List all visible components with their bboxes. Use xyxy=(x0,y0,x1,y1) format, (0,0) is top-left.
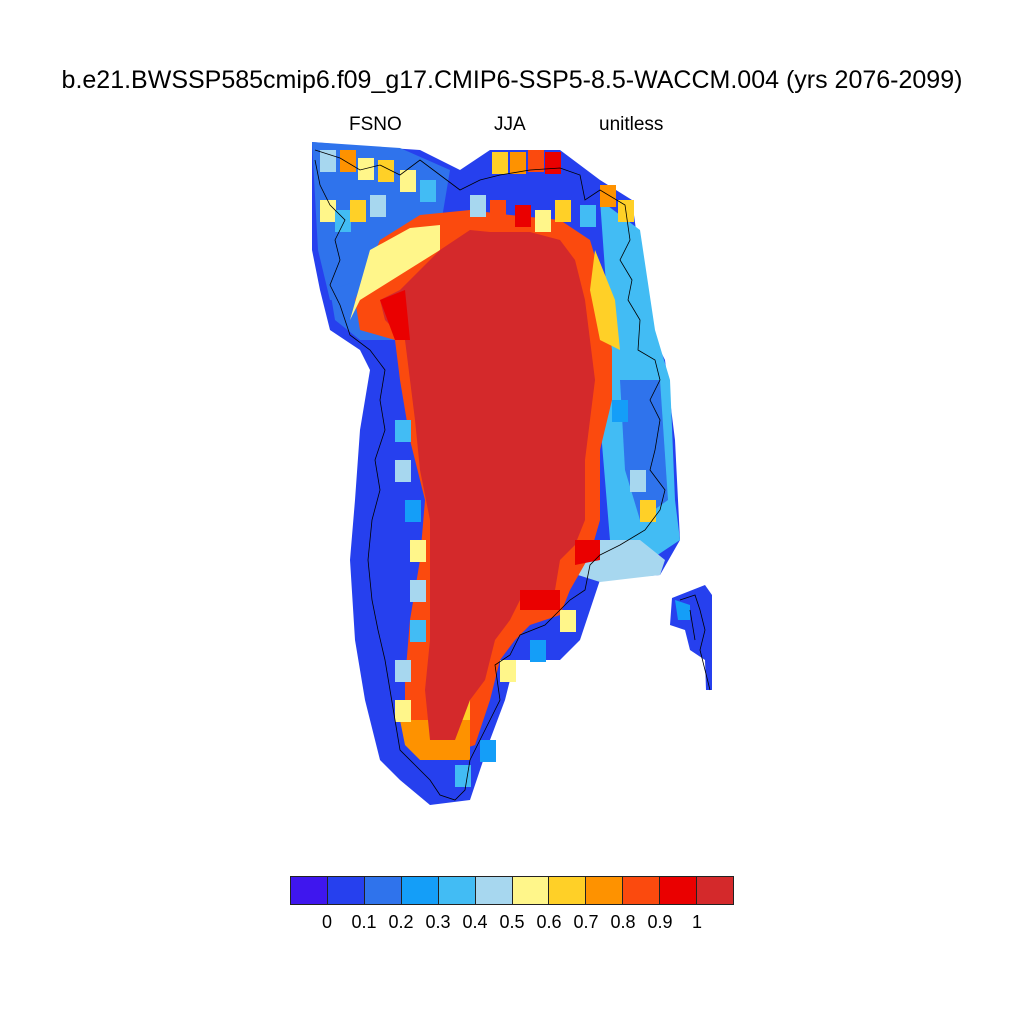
grid-cell xyxy=(455,765,471,787)
grid-cell xyxy=(395,700,411,722)
colorbar-swatch xyxy=(623,877,661,904)
colorbar-tick-label: 0.6 xyxy=(536,912,562,932)
colorbar xyxy=(290,876,734,905)
colorbar-tick-label: 0.3 xyxy=(425,912,451,932)
map-cells xyxy=(312,142,712,805)
grid-region xyxy=(350,225,440,320)
grid-cell xyxy=(400,170,416,192)
colorbar-tick-label: 0.5 xyxy=(499,912,525,932)
colorbar-swatch xyxy=(475,877,513,904)
grid-cell xyxy=(340,150,356,172)
colorbar-swatch xyxy=(512,877,550,904)
grid-cell xyxy=(545,152,561,174)
colorbar-swatch xyxy=(364,877,402,904)
colorbar-swatch xyxy=(660,877,698,904)
colorbar-tick-label: 0.1 xyxy=(351,912,377,932)
grid-cell xyxy=(420,180,436,202)
colorbar-tick-label: 0.9 xyxy=(647,912,673,932)
grid-cell xyxy=(350,200,366,222)
grid-region xyxy=(675,600,690,620)
colorbar-swatch xyxy=(291,877,328,904)
grid-cell xyxy=(370,195,386,217)
grid-cell xyxy=(335,210,351,232)
colorbar-tick-label: 0.7 xyxy=(573,912,599,932)
grid-cell xyxy=(560,610,576,632)
grid-cell xyxy=(500,660,516,682)
variable-label: FSNO xyxy=(349,114,402,135)
grid-region xyxy=(520,590,560,610)
grid-region xyxy=(575,540,600,565)
colorbar-swatch xyxy=(327,877,365,904)
grid-cell xyxy=(490,200,506,222)
grid-cell xyxy=(640,500,656,522)
colorbar-swatch xyxy=(697,877,734,904)
colorbar-tick-label: 0 xyxy=(321,912,333,932)
grid-cell xyxy=(405,500,421,522)
grid-cell xyxy=(320,200,336,222)
grid-cell xyxy=(410,620,426,642)
colorbar-tick-label: 1 xyxy=(691,912,703,932)
colorbar-swatch xyxy=(401,877,439,904)
grid-cell xyxy=(395,660,411,682)
grid-cell xyxy=(555,200,571,222)
coastline xyxy=(314,149,711,801)
grid-cell xyxy=(470,195,486,217)
grid-cell xyxy=(410,580,426,602)
colorbar-tick-label: 0.4 xyxy=(462,912,488,932)
grid-cell xyxy=(510,152,526,174)
grid-cell xyxy=(410,540,426,562)
colorbar-tick-label: 0.2 xyxy=(388,912,414,932)
grid-cell xyxy=(630,470,646,492)
grid-cell xyxy=(530,640,546,662)
colorbar-swatch xyxy=(586,877,624,904)
grid-region xyxy=(380,230,595,740)
grid-cell xyxy=(580,205,596,227)
grid-cell xyxy=(612,400,628,422)
grid-cell xyxy=(528,150,544,172)
grid-cell xyxy=(535,210,551,232)
grid-cell xyxy=(320,150,336,172)
grid-region xyxy=(590,250,620,350)
colorbar-tick-label: 0.8 xyxy=(610,912,636,932)
grid-cell xyxy=(480,740,496,762)
grid-cell xyxy=(395,420,411,442)
grid-cell xyxy=(515,205,531,227)
grid-cell xyxy=(600,185,616,207)
grid-cell xyxy=(358,158,374,180)
grid-cell xyxy=(492,152,508,174)
units-label: unitless xyxy=(599,114,664,135)
plot-title: b.e21.BWSSP585cmip6.f09_g17.CMIP6-SSP5-8… xyxy=(61,66,963,94)
season-label: JJA xyxy=(494,114,526,135)
colorbar-swatch xyxy=(438,877,476,904)
grid-region xyxy=(380,290,410,340)
grid-cell xyxy=(378,160,394,182)
colorbar-swatch xyxy=(549,877,587,904)
grid-cell xyxy=(395,460,411,482)
